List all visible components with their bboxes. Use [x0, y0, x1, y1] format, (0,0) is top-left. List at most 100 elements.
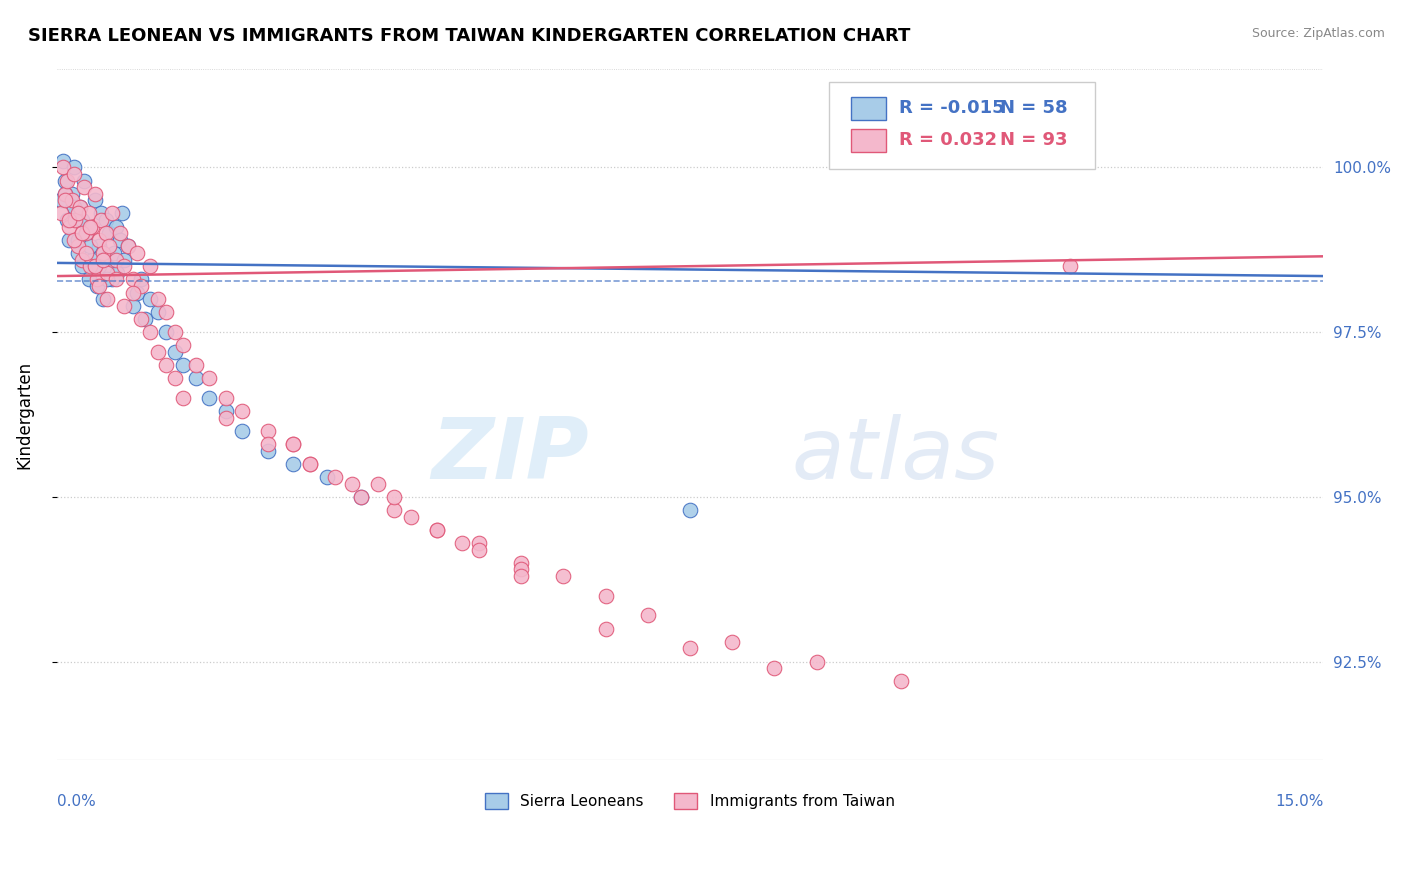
Point: [91, 252, 114, 267]
Point: [637, 608, 659, 623]
Point: [1059, 259, 1081, 273]
Point: [451, 536, 474, 550]
Point: [87, 279, 110, 293]
Point: [163, 325, 186, 339]
Point: [121, 272, 143, 286]
FancyBboxPatch shape: [851, 128, 886, 153]
Point: [108, 233, 131, 247]
Point: [104, 272, 127, 286]
FancyBboxPatch shape: [830, 82, 1095, 169]
Point: [79, 239, 101, 253]
Point: [98, 226, 121, 240]
Text: N = 93: N = 93: [1000, 131, 1067, 149]
Point: [60, 186, 83, 201]
Point: [349, 490, 371, 504]
Point: [94, 213, 117, 227]
Point: [79, 219, 101, 234]
Point: [49, 194, 72, 208]
Point: [91, 292, 114, 306]
Point: [86, 279, 108, 293]
Text: atlas: atlas: [792, 415, 1000, 498]
Point: [53, 173, 76, 187]
Point: [104, 252, 127, 267]
Point: [146, 344, 169, 359]
Point: [49, 206, 72, 220]
Point: [155, 305, 177, 319]
Point: [75, 246, 97, 260]
Point: [172, 358, 194, 372]
Point: [121, 299, 143, 313]
Point: [721, 634, 744, 648]
Point: [62, 161, 84, 175]
Point: [806, 655, 828, 669]
Point: [62, 233, 84, 247]
Point: [62, 200, 84, 214]
Point: [98, 239, 121, 253]
Point: [103, 246, 125, 260]
Point: [595, 589, 617, 603]
Point: [510, 569, 533, 583]
Point: [214, 410, 236, 425]
Point: [112, 252, 135, 267]
Point: [323, 470, 346, 484]
Point: [184, 358, 207, 372]
Point: [129, 279, 152, 293]
Text: Source: ZipAtlas.com: Source: ZipAtlas.com: [1251, 27, 1385, 40]
Text: SIERRA LEONEAN VS IMMIGRANTS FROM TAIWAN KINDERGARTEN CORRELATION CHART: SIERRA LEONEAN VS IMMIGRANTS FROM TAIWAN…: [28, 27, 911, 45]
Point: [172, 391, 194, 405]
Point: [52, 153, 75, 168]
Point: [94, 226, 117, 240]
Point: [58, 219, 80, 234]
Point: [146, 305, 169, 319]
Point: [96, 266, 118, 280]
Point: [197, 391, 219, 405]
Point: [53, 186, 76, 201]
Point: [69, 200, 91, 214]
Point: [96, 259, 118, 273]
Point: [87, 239, 110, 253]
Point: [89, 206, 111, 220]
Point: [87, 259, 110, 273]
Point: [298, 457, 321, 471]
Point: [468, 542, 491, 557]
Text: R = 0.032: R = 0.032: [898, 131, 997, 149]
Point: [112, 259, 135, 273]
Point: [121, 285, 143, 300]
Point: [256, 437, 278, 451]
Point: [138, 292, 160, 306]
Point: [231, 424, 253, 438]
Point: [70, 252, 93, 267]
Point: [146, 292, 169, 306]
Point: [96, 292, 118, 306]
Point: [111, 206, 134, 220]
Point: [62, 167, 84, 181]
Point: [112, 299, 135, 313]
Point: [366, 476, 388, 491]
Point: [138, 259, 160, 273]
Point: [107, 266, 129, 280]
Point: [79, 259, 101, 273]
Point: [163, 344, 186, 359]
Point: [510, 562, 533, 576]
Point: [58, 213, 80, 227]
Point: [55, 173, 77, 187]
Point: [679, 503, 702, 517]
Point: [763, 661, 786, 675]
Point: [129, 272, 152, 286]
Point: [595, 622, 617, 636]
FancyBboxPatch shape: [851, 97, 886, 120]
Point: [163, 371, 186, 385]
Y-axis label: Kindergarten: Kindergarten: [15, 360, 32, 468]
Text: 15.0%: 15.0%: [1275, 795, 1323, 809]
Point: [172, 338, 194, 352]
Point: [63, 206, 86, 220]
Point: [72, 173, 94, 187]
Point: [426, 523, 449, 537]
Point: [281, 437, 304, 451]
Point: [155, 358, 177, 372]
Point: [91, 246, 114, 260]
Point: [256, 424, 278, 438]
Point: [66, 206, 89, 220]
Point: [83, 194, 105, 208]
Point: [70, 259, 93, 273]
